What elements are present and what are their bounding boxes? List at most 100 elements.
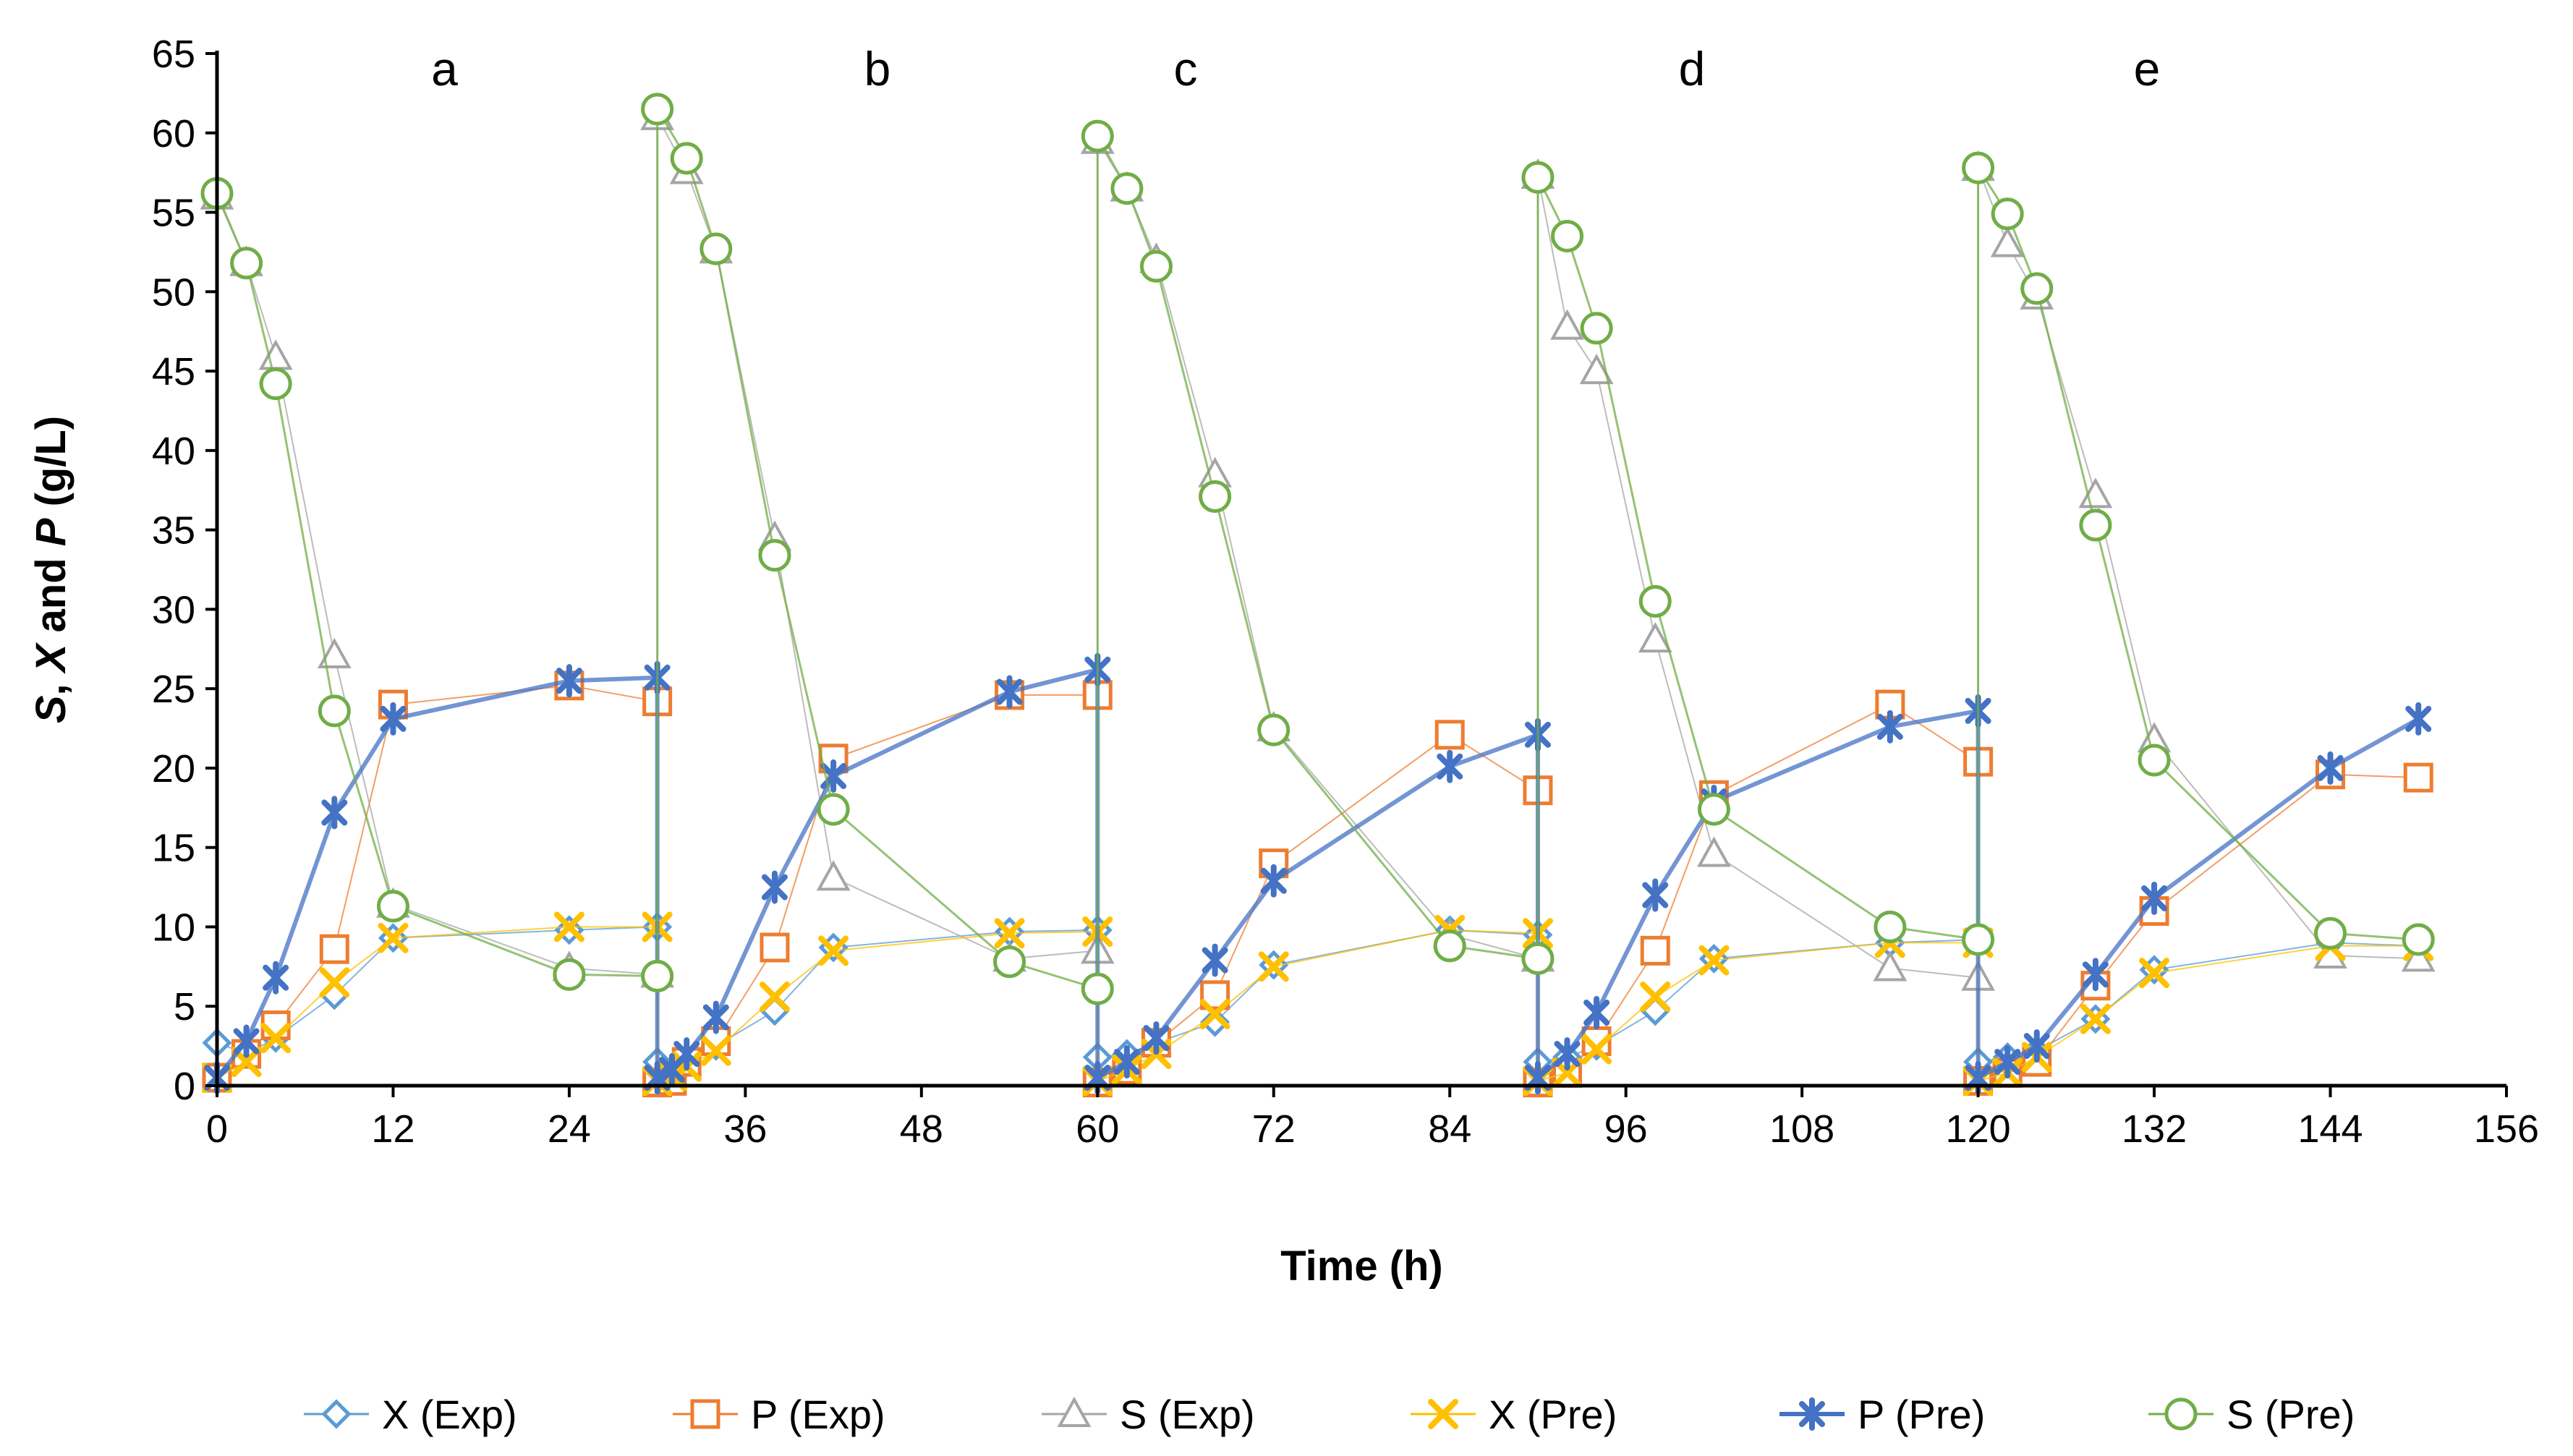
y-tick-label: 55: [152, 192, 195, 235]
legend-item: S (Exp): [1042, 1392, 1255, 1437]
data-point: [1583, 996, 1610, 1030]
y-tick-label: 40: [152, 430, 195, 473]
data-point: [556, 664, 582, 698]
data-point: [1110, 172, 1144, 205]
data-point: [1550, 309, 1584, 340]
x-tick-label: 132: [2122, 1107, 2187, 1151]
x-tick-label: 0: [206, 1107, 228, 1151]
data-point: [2138, 744, 2171, 777]
data-point: [1580, 312, 1613, 345]
data-point: [1521, 942, 1555, 975]
data-point: [2405, 702, 2432, 736]
data-point: [758, 539, 791, 572]
data-point: [700, 1035, 731, 1066]
data-point: [1638, 621, 1672, 653]
legend-label: P (Exp): [751, 1392, 885, 1437]
data-point: [1200, 1007, 1230, 1037]
series-s-exp: [200, 99, 2436, 991]
data-point: [1139, 250, 1173, 283]
data-point: [1873, 950, 1908, 982]
y-tick-label: 0: [174, 1065, 195, 1108]
data-point: [1202, 943, 1228, 977]
legend-label: S (Exp): [1120, 1392, 1255, 1437]
x-tick-label: 48: [900, 1107, 943, 1151]
data-point: [319, 934, 349, 964]
legend-item: P (Exp): [673, 1392, 885, 1437]
data-point: [2141, 881, 2168, 915]
data-point: [1258, 951, 1289, 982]
data-point: [2317, 751, 2344, 785]
x-tick-label: 144: [2297, 1107, 2363, 1151]
legend-swatch-marker: [690, 1399, 720, 1429]
y-tick-label: 35: [152, 509, 195, 553]
data-point: [759, 982, 790, 1013]
series-layer: [200, 93, 2436, 1098]
data-point: [378, 922, 409, 953]
legend-item: S (Pre): [2148, 1392, 2355, 1437]
data-point: [1554, 1037, 1581, 1071]
data-point: [321, 796, 348, 830]
data-point: [2403, 762, 2433, 793]
panel-label-d: d: [1679, 42, 1706, 95]
data-point: [233, 1024, 260, 1058]
data-point: [2402, 923, 2435, 956]
y-tick-label: 30: [152, 588, 195, 631]
panel-label-c: c: [1174, 42, 1198, 95]
data-point: [553, 911, 584, 942]
data-point: [994, 918, 1025, 949]
series-s-pre: [200, 93, 2435, 1005]
data-point: [553, 958, 586, 991]
data-point: [1640, 935, 1670, 966]
data-point: [1698, 945, 1730, 976]
y-tick-label: 65: [152, 33, 195, 76]
data-point: [816, 860, 851, 891]
y-tick-label: 15: [152, 827, 195, 870]
x-tick-label: 72: [1252, 1107, 1296, 1151]
y-tick-label: 10: [152, 906, 195, 949]
data-point: [641, 93, 674, 126]
legend-label: P (Pre): [1858, 1392, 1985, 1437]
x-tick-label: 12: [371, 1107, 414, 1151]
data-point: [317, 637, 352, 669]
data-point: [1581, 1034, 1612, 1065]
data-point: [1081, 119, 1114, 153]
y-tick-label: 60: [152, 112, 195, 156]
data-point: [2080, 1003, 2111, 1034]
y-tick-label: 25: [152, 668, 195, 711]
data-point: [702, 1000, 729, 1034]
legend-swatch-marker: [321, 1399, 352, 1429]
data-point: [1081, 972, 1114, 1005]
data-point: [1962, 151, 1995, 184]
data-point: [1551, 219, 1584, 252]
data-point: [2020, 272, 2054, 305]
series-line: [216, 116, 2419, 979]
y-tick-label: 45: [152, 350, 195, 393]
series-p-exp: [202, 670, 2433, 1098]
x-tick-label: 120: [1946, 1107, 2011, 1151]
y-tick-label: 50: [152, 271, 195, 314]
x-tick-label: 156: [2474, 1107, 2539, 1151]
data-point: [641, 960, 674, 993]
data-point: [263, 961, 289, 995]
y-axis-title-part: and: [27, 546, 75, 644]
data-point: [1143, 1021, 1170, 1055]
data-point: [1697, 836, 1731, 867]
data-point: [319, 967, 350, 998]
x-tick-label: 60: [1076, 1107, 1119, 1151]
legend-label: X (Pre): [1489, 1392, 1617, 1437]
data-point: [1433, 929, 1466, 963]
data-point: [1991, 197, 2024, 231]
data-point: [2079, 508, 2112, 542]
data-point: [993, 945, 1026, 979]
data-point: [318, 694, 351, 728]
data-point: [760, 932, 790, 963]
legend-item: P (Pre): [1779, 1392, 1985, 1437]
data-point: [1437, 749, 1463, 783]
panel-label-b: b: [864, 42, 891, 95]
series-x-pre: [202, 911, 2434, 1097]
data-point: [1874, 910, 1907, 943]
data-point: [1521, 161, 1555, 194]
legend-swatch-marker: [1428, 1399, 1458, 1429]
legend-swatch-marker: [1057, 1396, 1092, 1427]
